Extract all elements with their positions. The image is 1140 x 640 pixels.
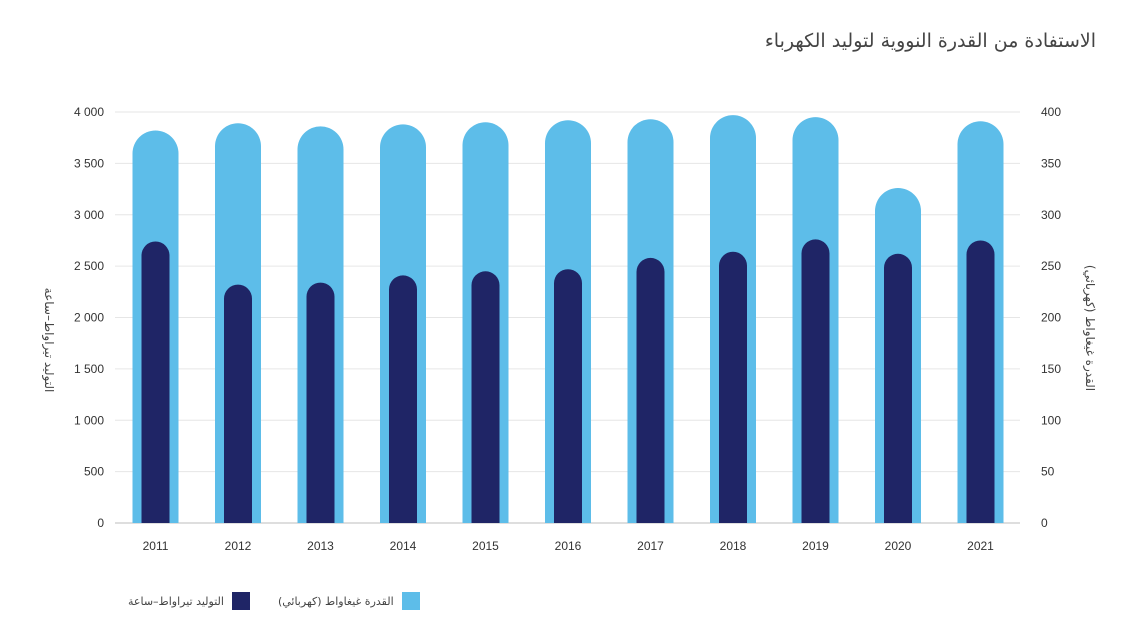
x-tick-label: 2021 — [967, 539, 994, 553]
x-axis-ticks: 2011 2012 2013 2014 2015 2016 2017 2018 2019 2020… — [143, 539, 995, 553]
right-tick-label: 150 — [1041, 362, 1061, 376]
left-tick-label: 0 — [97, 516, 104, 530]
x-tick-label: 2016 — [555, 539, 582, 553]
left-tick-label: 1 500 — [74, 362, 104, 376]
right-tick-label: 200 — [1041, 311, 1061, 325]
left-tick-label: 2 000 — [74, 311, 104, 325]
x-tick-label: 2013 — [307, 539, 334, 553]
generation-bar — [966, 240, 995, 524]
left-axis-ticks: 0 500 1 000 1 500 2 000 2 500 3 000 3 500 4 000 — [74, 105, 104, 530]
right-tick-label: 300 — [1041, 208, 1061, 222]
left-tick-label: 500 — [84, 465, 104, 479]
x-tick-label: 2012 — [225, 539, 252, 553]
x-tick-label: 2020 — [885, 539, 912, 553]
right-axis-ticks: 0 50 100 150 200 250 300 350 400 — [1041, 105, 1061, 530]
generation-bar — [471, 271, 500, 523]
legend-swatch-generation — [231, 592, 250, 610]
generation-bar — [554, 269, 582, 523]
x-tick-label: 2014 — [390, 539, 417, 553]
legend-label-capacity: القدرة غيغاواط (كهربائي) — [277, 594, 394, 608]
left-tick-label: 1 000 — [74, 413, 104, 427]
legend-item-capacity: القدرة غيغاواط (كهربائي) — [278, 592, 420, 610]
left-tick-label: 3 000 — [74, 208, 104, 222]
right-tick-label: 50 — [1041, 465, 1055, 479]
generation-bar — [884, 253, 912, 523]
left-axis-title: التوليد تيراواط–ساعة — [41, 288, 56, 393]
x-tick-label: 2019 — [802, 539, 829, 553]
right-tick-label: 250 — [1041, 259, 1061, 273]
right-tick-label: 350 — [1041, 156, 1061, 170]
legend-label-generation: التوليد تيراواط–ساعة — [128, 594, 224, 608]
left-tick-label: 4 000 — [74, 105, 104, 119]
legend-item-generation: التوليد تيراواط–ساعة — [128, 592, 250, 610]
bars — [132, 115, 1004, 524]
left-tick-label: 2 500 — [74, 259, 104, 273]
generation-bar — [719, 251, 747, 523]
generation-bar — [141, 241, 170, 523]
generation-bar — [306, 282, 335, 523]
generation-bar — [224, 284, 252, 523]
right-tick-label: 100 — [1041, 413, 1061, 427]
x-tick-label: 2018 — [720, 539, 747, 553]
right-axis-title: القدرة غيغاواط (كهربائي) — [1082, 265, 1097, 391]
legend-swatch-capacity — [401, 592, 420, 610]
generation-bar — [389, 275, 417, 523]
x-tick-label: 2017 — [637, 539, 664, 553]
right-tick-label: 0 — [1041, 516, 1048, 530]
x-tick-label: 2015 — [472, 539, 499, 553]
generation-bar — [636, 257, 665, 523]
generation-bar — [801, 239, 830, 523]
chart-title: الاستفادة من القدرة النووية لتوليد الكهر… — [764, 30, 1096, 52]
left-tick-label: 3 500 — [74, 156, 104, 170]
legend: القدرة غيغاواط (كهربائي) التوليد تيراواط… — [100, 592, 420, 610]
right-tick-label: 400 — [1041, 105, 1061, 119]
x-tick-label: 2011 — [143, 539, 169, 553]
